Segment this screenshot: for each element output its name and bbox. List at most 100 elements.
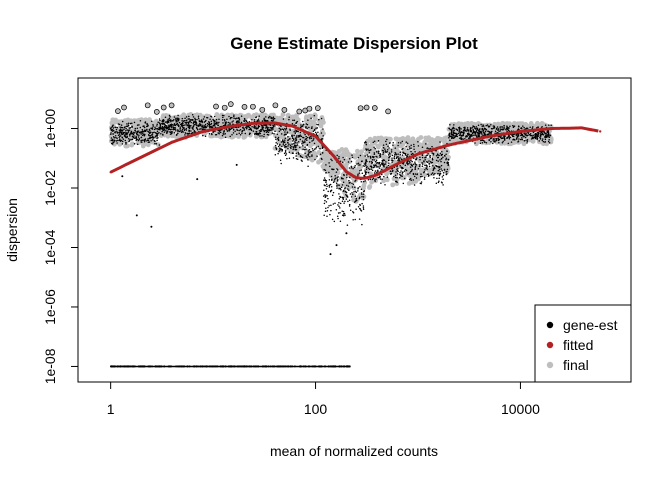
final-point — [254, 112, 259, 118]
gene-est-point — [377, 140, 380, 142]
gene-est-point — [121, 120, 124, 123]
gene-est-point — [484, 141, 486, 143]
gene-est-point — [195, 124, 198, 126]
gene-est-point — [366, 160, 368, 163]
gene-est-point — [501, 137, 504, 139]
final-point — [342, 180, 348, 185]
gene-est-point — [521, 138, 523, 141]
gene-est-point — [315, 146, 318, 149]
gene-est-point — [115, 136, 117, 139]
gene-est-point — [183, 129, 186, 132]
gene-est-point — [311, 126, 313, 128]
gene-est-point — [395, 157, 398, 160]
gene-est-point — [323, 189, 325, 192]
gene-est-point — [302, 144, 304, 147]
gene-est-point — [126, 133, 129, 135]
gene-est-point — [111, 142, 113, 145]
gene-est-point — [168, 117, 171, 120]
gene-est-point — [295, 157, 298, 160]
gene-est-point — [337, 176, 339, 178]
gene-est-point — [347, 200, 349, 203]
gene-est-point — [326, 194, 328, 197]
gene-est-point — [280, 162, 282, 165]
gene-est-point — [289, 128, 291, 131]
gene-est-point — [277, 136, 280, 139]
gene-est-point — [339, 160, 342, 162]
gene-est-point — [342, 190, 344, 193]
gene-est-point — [218, 133, 220, 135]
gene-est-point — [345, 191, 348, 194]
gene-est-point — [151, 128, 154, 130]
gene-est-point — [337, 217, 339, 220]
gene-est-point — [118, 123, 121, 126]
gene-est-point — [242, 127, 245, 129]
gene-est-point — [329, 183, 332, 186]
gene-est-point — [270, 129, 272, 131]
gene-est-point — [168, 114, 171, 117]
gene-est-point — [512, 124, 514, 127]
final-point — [319, 119, 325, 125]
gene-est-point — [425, 167, 428, 170]
gene-est-point — [192, 122, 195, 124]
gene-est-point — [348, 179, 350, 182]
gene-est-point — [288, 118, 290, 121]
gene-est-point — [503, 124, 505, 127]
gene-est-point — [151, 134, 153, 136]
gene-est-point — [223, 119, 226, 121]
gene-est-point — [381, 178, 383, 180]
gene-est-point — [350, 165, 353, 168]
gene-est-point — [438, 180, 440, 182]
gene-est-point — [187, 122, 190, 125]
gene-est-point — [153, 131, 155, 133]
gene-est-point — [287, 145, 289, 147]
gene-est-point — [262, 125, 264, 127]
gene-est-point — [547, 140, 550, 143]
gene-est-point — [497, 137, 499, 140]
final-point — [376, 144, 381, 150]
final-point — [343, 147, 349, 153]
gene-est-point — [164, 127, 166, 129]
gene-est-point — [397, 167, 399, 170]
gene-est-point — [133, 142, 136, 145]
gene-est-point — [521, 136, 523, 139]
gene-est-point — [421, 156, 424, 159]
gene-est-point — [534, 135, 537, 137]
gene-est-point — [281, 150, 283, 152]
gene-est-point — [458, 134, 461, 137]
gene-est-point — [442, 171, 445, 174]
gene-est-point — [226, 130, 229, 132]
gene-est-point — [448, 127, 450, 130]
gene-est-point — [123, 126, 126, 129]
gene-est-point — [437, 181, 440, 184]
gene-est-point — [342, 196, 345, 199]
gene-est-point — [423, 176, 426, 179]
gene-est-point — [213, 124, 216, 127]
gene-est-point — [154, 128, 157, 130]
gene-est-point — [214, 133, 217, 136]
gene-est-point — [437, 173, 439, 175]
gene-est-point — [498, 130, 500, 133]
gene-est-point — [417, 141, 419, 143]
gene-est-point — [374, 170, 377, 172]
gene-est-point — [399, 171, 401, 174]
gene-est-point — [425, 155, 427, 157]
gene-est-point — [382, 151, 385, 154]
gene-est-point — [191, 118, 194, 121]
gene-est-point — [290, 147, 292, 150]
gene-est-point — [295, 131, 297, 133]
gene-est-point — [537, 134, 539, 136]
gene-est-point — [185, 123, 187, 125]
gene-est-point — [399, 151, 402, 153]
gene-est-point — [229, 122, 231, 124]
gene-est-point — [361, 202, 363, 205]
gene-est-point — [414, 150, 416, 153]
gene-est-point — [518, 138, 520, 140]
gene-est-point — [288, 151, 291, 153]
gene-est-point — [313, 148, 316, 150]
gene-est-point — [235, 121, 238, 124]
x-axis: 1 100 10000 — [107, 381, 540, 417]
gene-est-point — [328, 186, 331, 188]
gene-est-point — [136, 133, 139, 136]
gene-est-point — [141, 139, 143, 141]
gene-est-point — [304, 138, 307, 140]
